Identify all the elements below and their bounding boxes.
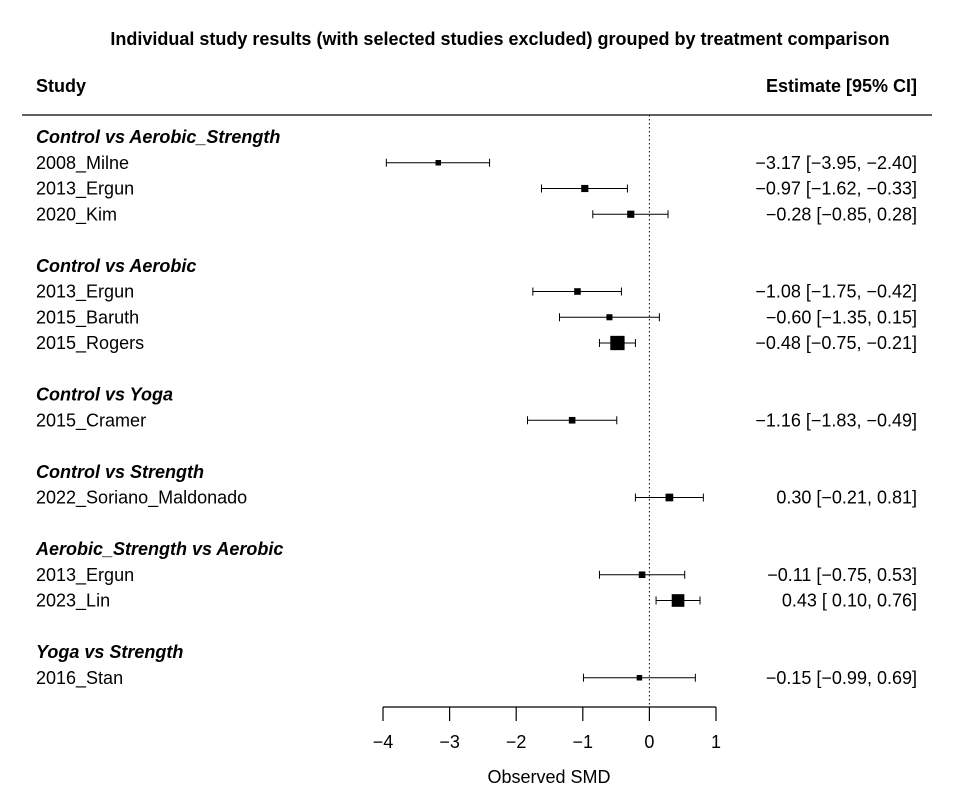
estimate-label: −0.28 [−0.85, 0.28] xyxy=(766,204,917,224)
point-estimate-square xyxy=(671,594,685,607)
study-column-header: Study xyxy=(36,76,86,96)
x-tick-label: 1 xyxy=(711,732,721,752)
study-label: 2020_Kim xyxy=(36,204,117,225)
group-heading: Aerobic_Strength vs Aerobic xyxy=(35,539,283,559)
group-heading: Control vs Strength xyxy=(36,462,204,482)
study-label: 2022_Soriano_Maldonado xyxy=(36,488,247,509)
study-label: 2008_Milne xyxy=(36,153,129,174)
estimate-label: −1.08 [−1.75, −0.42] xyxy=(755,282,917,302)
group-heading: Yoga vs Strength xyxy=(36,642,183,662)
estimate-label: −0.60 [−1.35, 0.15] xyxy=(766,307,917,327)
group-heading: Control vs Aerobic_Strength xyxy=(36,127,280,147)
point-estimate-square xyxy=(610,335,625,351)
study-label: 2013_Ergun xyxy=(36,179,134,200)
x-tick-label: −3 xyxy=(439,732,460,752)
estimate-label: −0.15 [−0.99, 0.69] xyxy=(766,668,917,688)
estimate-label: −0.97 [−1.62, −0.33] xyxy=(755,179,917,199)
point-estimate-square xyxy=(627,210,635,218)
estimate-label: 0.43 [ 0.10, 0.76] xyxy=(782,591,917,611)
point-estimate-square xyxy=(568,416,576,424)
x-axis-label: Observed SMD xyxy=(487,767,610,787)
study-label: 2015_Baruth xyxy=(36,307,139,328)
study-label: 2015_Rogers xyxy=(36,333,144,354)
estimate-label: −1.16 [−1.83, −0.49] xyxy=(755,410,917,430)
study-label: 2015_Cramer xyxy=(36,410,146,431)
point-estimate-square xyxy=(606,314,613,321)
estimate-label: −0.48 [−0.75, −0.21] xyxy=(755,333,917,353)
x-tick-label: −2 xyxy=(506,732,527,752)
point-estimate-square xyxy=(581,184,589,193)
study-label: 2023_Lin xyxy=(36,591,110,612)
estimate-column-header: Estimate [95% CI] xyxy=(766,76,917,96)
estimate-label: 0.30 [−0.21, 0.81] xyxy=(776,488,917,508)
point-estimate-square xyxy=(435,160,442,166)
study-label: 2013_Ergun xyxy=(36,282,134,303)
study-label: 2013_Ergun xyxy=(36,565,134,586)
x-axis: −4 −3 −2 −1 0 1 xyxy=(373,115,721,752)
point-estimate-square xyxy=(638,571,646,579)
study-rows: Control vs Aerobic_Strength 2008_Milne −3.… xyxy=(35,127,917,689)
point-estimate-square xyxy=(636,675,643,681)
point-estimate-square xyxy=(665,493,674,502)
group-heading: Control vs Aerobic xyxy=(36,256,196,276)
chart-title: Individual study results (with selected … xyxy=(110,29,889,49)
study-label: 2016_Stan xyxy=(36,668,123,689)
x-tick-label: 0 xyxy=(644,732,654,752)
point-estimate-square xyxy=(574,288,581,295)
estimate-label: −3.17 [−3.95, −2.40] xyxy=(755,153,917,173)
estimate-label: −0.11 [−0.75, 0.53] xyxy=(767,565,917,585)
x-tick-label: −4 xyxy=(373,732,394,752)
x-tick-label: −1 xyxy=(573,732,594,752)
group-heading: Control vs Yoga xyxy=(36,385,173,405)
